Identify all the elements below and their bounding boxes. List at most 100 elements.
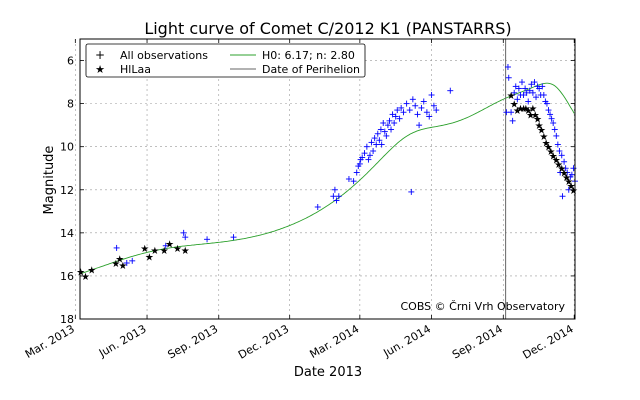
data-point-all-observations — [368, 139, 375, 146]
data-point-all-observations — [526, 87, 533, 94]
data-point-all-observations — [428, 92, 435, 98]
data-point-all-observations — [408, 188, 415, 195]
legend-label-model-curve: H0: 6.17; n: 2.80 — [262, 49, 355, 62]
data-point-all-observations — [522, 85, 529, 92]
data-point-all-observations — [550, 120, 557, 126]
data-point-hllaa: ★ — [549, 151, 558, 162]
y-tick-label: 10 — [60, 141, 74, 154]
data-point-all-observations — [528, 81, 535, 88]
data-point-all-observations — [554, 141, 561, 148]
data-point-all-observations — [356, 160, 363, 167]
data-point-all-observations — [386, 117, 393, 124]
data-point-hllaa: ★ — [111, 259, 120, 270]
data-point-all-observations — [505, 74, 512, 81]
data-point-hllaa: ★ — [524, 106, 533, 117]
data-point-all-observations — [391, 120, 398, 126]
y-tick-label: 12 — [60, 184, 74, 197]
legend: + All observations ★ HlLaa H0: 6.17; n: … — [85, 43, 366, 78]
data-point-hllaa: ★ — [569, 186, 578, 197]
data-point-all-observations — [412, 102, 419, 109]
data-point-hllaa: ★ — [87, 265, 96, 276]
data-point-all-observations — [426, 113, 433, 120]
data-point-hllaa: ★ — [562, 173, 571, 184]
y-tick-label: 18 — [60, 313, 74, 326]
data-point-all-observations — [520, 92, 527, 98]
data-point-hllaa: ★ — [560, 169, 569, 180]
data-point-all-observations — [543, 100, 550, 107]
data-point-hllaa: ★ — [526, 110, 535, 121]
data-point-hllaa: ★ — [181, 246, 190, 257]
data-point-all-observations — [370, 148, 377, 154]
data-point-all-observations — [113, 244, 120, 251]
data-point-all-observations — [180, 229, 187, 236]
data-point-hllaa: ★ — [513, 106, 522, 117]
data-point-all-observations — [557, 169, 564, 176]
data-point-all-observations — [350, 178, 357, 185]
data-point-all-observations — [568, 171, 575, 178]
data-point-all-observations — [373, 141, 380, 148]
data-point-hllaa: ★ — [150, 246, 159, 257]
data-point-hllaa: ★ — [507, 91, 516, 102]
data-point-hllaa: ★ — [546, 147, 555, 158]
data-point-all-observations — [400, 109, 407, 116]
y-axis-label: Magnitude — [42, 146, 57, 215]
data-point-hllaa: ★ — [533, 115, 542, 126]
legend-marker-hllaa: ★ — [95, 63, 105, 76]
data-point-all-observations — [512, 83, 519, 90]
data-point-all-observations — [533, 94, 540, 101]
data-point-all-observations — [447, 87, 454, 94]
data-point-all-observations — [514, 96, 521, 103]
legend-label-perihelion: Date of Perihelion — [262, 63, 360, 76]
data-point-all-observations — [420, 98, 427, 105]
legend-box — [85, 43, 366, 78]
data-point-hllaa: ★ — [537, 125, 546, 136]
data-point-all-observations — [515, 85, 522, 92]
data-point-all-observations — [531, 79, 538, 86]
data-point-hllaa: ★ — [173, 244, 182, 255]
data-point-hllaa: ★ — [510, 100, 519, 111]
data-point-all-observations — [423, 109, 430, 116]
data-point-all-observations — [380, 120, 387, 126]
data-point-all-observations — [162, 242, 169, 249]
data-point-hllaa: ★ — [81, 272, 90, 283]
data-point-all-observations — [396, 115, 403, 122]
data-point-hllaa: ★ — [76, 268, 85, 279]
chart-title: Light curve of Comet C/2012 K1 (PANSTARR… — [144, 19, 511, 38]
data-point-all-observations — [511, 89, 518, 96]
data-point-hllaa: ★ — [552, 156, 561, 167]
data-point-hllaa: ★ — [564, 177, 573, 188]
data-point-all-observations — [564, 169, 571, 176]
data-point-hllaa: ★ — [145, 253, 154, 264]
data-point-all-observations — [553, 132, 560, 139]
data-point-hllaa: ★ — [535, 121, 544, 132]
data-point-all-observations — [374, 130, 381, 137]
data-point-all-observations — [416, 122, 423, 129]
data-point-all-observations — [361, 150, 368, 157]
data-point-all-observations — [392, 113, 399, 120]
data-point-all-observations — [230, 234, 237, 241]
legend-marker-all-observations: + — [95, 48, 105, 62]
data-point-all-observations — [365, 156, 372, 163]
data-point-all-observations — [331, 186, 338, 193]
data-point-hllaa: ★ — [531, 110, 540, 121]
data-point-all-observations — [345, 176, 352, 182]
data-point-all-observations — [314, 204, 321, 210]
data-point-all-observations — [561, 158, 568, 165]
data-point-hllaa: ★ — [165, 240, 174, 251]
data-point-all-observations — [398, 104, 405, 111]
y-tick-label: 6 — [67, 55, 74, 68]
data-point-hllaa: ★ — [516, 104, 525, 115]
data-point-all-observations — [562, 165, 569, 172]
data-point-all-observations — [414, 111, 421, 118]
data-point-all-observations — [381, 128, 388, 135]
data-point-all-observations — [504, 64, 511, 70]
data-point-all-observations — [330, 193, 337, 200]
plot-frame — [79, 38, 576, 320]
data-point-all-observations — [366, 152, 373, 159]
data-point-all-observations — [335, 193, 342, 200]
data-point-all-observations — [123, 260, 130, 266]
data-point-all-observations — [545, 107, 552, 114]
data-point-all-observations — [430, 102, 437, 109]
data-point-all-observations — [378, 141, 385, 148]
